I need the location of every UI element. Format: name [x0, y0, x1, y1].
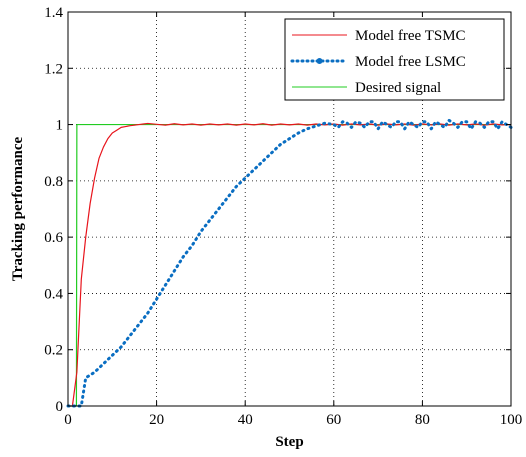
legend-label-desired: Desired signal — [355, 80, 441, 96]
x-tick-label: 80 — [415, 412, 430, 428]
y-tick-label: 0.2 — [44, 343, 63, 359]
y-tick-label: 0.6 — [44, 230, 63, 246]
x-tick-label: 40 — [238, 412, 253, 428]
legend-label-tsmc: Model free TSMC — [355, 28, 466, 44]
x-tick-label: 60 — [326, 412, 341, 428]
y-tick-label: 1.2 — [44, 61, 63, 77]
x-tick-label: 0 — [64, 412, 72, 428]
series-line-model-free-lsmc — [66, 118, 513, 408]
grid — [68, 12, 511, 406]
legend: Model free TSMC Model free LSMC Desired … — [284, 18, 505, 101]
x-tick-label: 100 — [500, 412, 523, 428]
legend-marker-lsmc — [316, 58, 323, 64]
x-axis-label: Step — [275, 434, 303, 450]
y-axis-label: Tracking performance — [10, 137, 26, 282]
x-tick-label: 20 — [149, 412, 164, 428]
plot-frame — [67, 11, 512, 407]
y-tick-label: 0.8 — [44, 174, 63, 190]
series-line-model-free-tsmc — [68, 122, 512, 407]
y-tick-label: 0 — [56, 399, 64, 415]
y-tick-label: 1 — [56, 118, 64, 134]
ticks: 0 20 40 60 80 100 0 0.2 0.4 0.6 0.8 1 1.2 1.4 — [44, 5, 522, 428]
legend-label-lsmc: Model free LSMC — [355, 54, 466, 70]
y-tick-label: 0.4 — [44, 286, 63, 302]
y-tick-label: 1.4 — [44, 5, 63, 21]
